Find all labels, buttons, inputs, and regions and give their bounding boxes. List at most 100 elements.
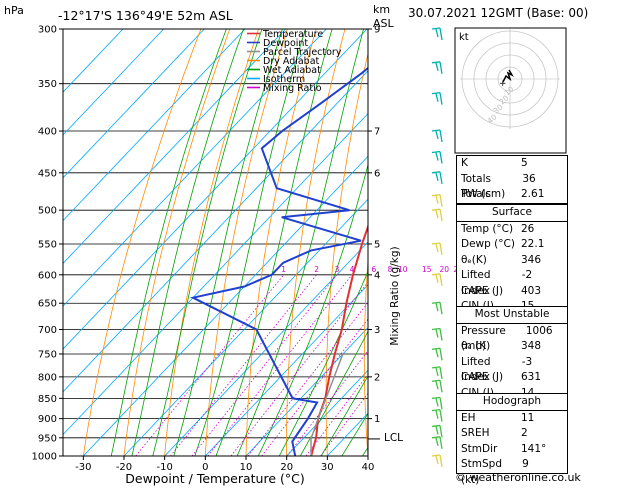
wind-barb — [435, 437, 439, 446]
wind-barb — [439, 328, 443, 341]
panel-row-value: 403 — [521, 284, 542, 297]
wind-barb — [431, 366, 441, 369]
mixing-ratio-line — [170, 274, 317, 456]
wind-barb — [435, 274, 439, 283]
isotherm-line — [123, 198, 368, 456]
panel-row-label: Dewp (°C) — [461, 238, 515, 250]
wind-barbs — [431, 27, 443, 468]
km-tick-label: 9 — [374, 25, 380, 36]
isotherm-line — [63, 29, 368, 350]
panel-row-value: 22.1 — [521, 238, 545, 250]
wind-barb — [439, 425, 443, 438]
wet-adiabat-line — [257, 163, 368, 456]
most-unstable-panel: Most Unstable Pressure (mb) 1006 θₑ (K) 348 L… — [456, 306, 568, 402]
panel-row-label: Temp (°C) — [461, 222, 514, 235]
mixing-ratio-value: 15 — [422, 265, 432, 274]
wind-barb — [435, 62, 439, 71]
profile-lines — [190, 66, 368, 456]
pressure-tick-label: 950 — [38, 433, 57, 444]
panel-row-value: 9 — [522, 458, 529, 470]
wind-barb — [431, 454, 441, 457]
datetime-title: 30.07.2021 12GMT (Base: 00) — [408, 6, 589, 20]
km-tick-label: 4 — [374, 270, 380, 281]
panel-row: StmSpd (kt) 9 — [457, 457, 567, 486]
isotherm-line — [63, 29, 287, 264]
legend-label: Dewpoint — [263, 38, 308, 49]
panel-row: Lifted Index -2 — [457, 268, 567, 297]
wet-adiabat-line — [173, 29, 283, 456]
wind-barb — [435, 410, 439, 419]
panel-row-value: 348 — [521, 340, 542, 352]
panel-row-value: 346 — [521, 253, 542, 266]
wind-barb — [431, 61, 441, 64]
wind-barb — [439, 92, 443, 105]
panel-row-label: SREH — [461, 427, 490, 439]
dry-adiabat-line — [286, 29, 346, 456]
isotherm-line — [204, 284, 368, 456]
legend-label: Parcel Trajectory — [263, 47, 342, 58]
wind-barb — [435, 243, 439, 253]
wind-barb — [435, 349, 439, 358]
wind-barb — [439, 366, 443, 379]
wet-adiabat-line — [131, 29, 244, 456]
mixing-ratio-value: 10 — [398, 265, 408, 274]
legend-label: Temperature — [262, 29, 323, 40]
wind-barb — [431, 424, 441, 428]
height-unit-km: km — [373, 3, 390, 16]
dry-adiabat-line — [82, 29, 202, 456]
km-tick-label: 3 — [374, 325, 380, 336]
pressure-tick-label: 650 — [38, 299, 57, 310]
wind-barb — [435, 28, 439, 38]
hodograph-params-panel: Hodograph EH 11 SREH 2 StmDir 141° StmSpd (kt) 9 — [456, 393, 568, 486]
km-tick-label: 1 — [374, 414, 380, 425]
isotherm-line — [63, 112, 368, 436]
series-line-parcel-trajectory — [310, 353, 344, 456]
wind-barb — [431, 379, 441, 382]
panel-row: Lifted Index -3 — [457, 355, 567, 384]
panel-row-value: 1006 — [525, 324, 553, 337]
pressure-tick-label: 600 — [38, 270, 57, 281]
pressure-unit: hPa — [4, 4, 24, 17]
panel-row: θₑ (K) 348 — [457, 339, 567, 355]
wind-barb — [435, 303, 439, 312]
mixing-ratio-value: 8 — [388, 265, 393, 274]
wind-barb — [435, 381, 439, 390]
surface-panel: Surface Temp (°C) 26 Dewp (°C) 22.1 θₑ(K) 346 L… — [456, 204, 568, 316]
wet-adiabat-line — [152, 29, 263, 456]
panel-row: CAPE (J) 403 — [457, 284, 567, 300]
pressure-tick-label: 400 — [38, 127, 57, 138]
km-tick-label: 5 — [374, 240, 380, 251]
wind-barb — [431, 396, 441, 400]
wind-barb — [435, 195, 439, 204]
dry-adiabat-line — [123, 29, 231, 456]
panel-row: EH 11 — [457, 411, 567, 427]
wind-barb — [431, 171, 441, 174]
location-title: -12°17'S 136°49'E 52m ASL — [58, 8, 233, 23]
wet-adiabat-line — [320, 375, 368, 456]
temperature-tick-label: 30 — [321, 462, 334, 473]
isotherm-line — [164, 241, 368, 456]
panel-title: Most Unstable — [457, 307, 567, 324]
wind-barb — [439, 454, 443, 468]
km-tick-label: 2 — [374, 372, 380, 383]
isotherm-line — [63, 29, 327, 307]
legend-label: Dry Adiabat — [263, 56, 320, 67]
isotherm-line — [82, 155, 368, 456]
wet-adiabat-line — [110, 29, 227, 456]
wind-barb — [439, 380, 443, 393]
pressure-tick-label: 550 — [38, 240, 57, 251]
storm-motion-marker: + — [499, 79, 507, 89]
panel-row-value: 2.61 — [521, 188, 545, 200]
mixing-ratio-line — [305, 373, 368, 456]
panel-row-value: 141° — [521, 442, 547, 455]
pressure-tick-label: 1000 — [32, 452, 57, 463]
isotherm-line — [63, 29, 246, 222]
wind-barb — [431, 129, 441, 132]
panel-row-label: Lifted Index — [461, 355, 491, 384]
panel-row: Dewp (°C) 22.1 — [457, 237, 567, 253]
panel-row-value: -3 — [521, 355, 533, 368]
isotherm-line — [245, 326, 368, 456]
dry-adiabat-line — [571, 5, 617, 474]
hodograph-trace — [502, 69, 514, 83]
